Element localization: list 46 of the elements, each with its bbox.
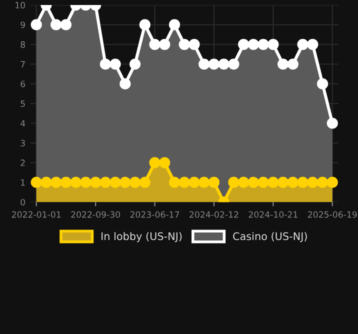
y-tick-label: 7	[20, 61, 25, 68]
point	[277, 58, 289, 70]
y-tick-label: 8	[20, 41, 25, 48]
point	[228, 58, 240, 70]
y-tick-label: 4	[20, 120, 26, 127]
point	[50, 19, 62, 30]
point	[316, 78, 328, 90]
point	[110, 58, 121, 70]
point	[326, 118, 338, 129]
x-tick-label: 2025-06-19	[308, 211, 357, 218]
point	[287, 58, 298, 70]
point	[188, 38, 200, 50]
point	[258, 38, 269, 50]
point	[248, 38, 259, 50]
point	[218, 58, 230, 70]
y-tick-label: 2	[20, 160, 25, 166]
point	[208, 58, 220, 70]
legend-label: Casino (US-NJ)	[233, 232, 307, 242]
x-tick-label: 2023-06-17	[130, 211, 180, 218]
y-tick-label: 9	[20, 22, 25, 28]
point	[268, 38, 279, 50]
point	[297, 38, 308, 50]
x-tick-label: 2022-09-30	[71, 211, 120, 218]
y-tick-label: 10	[16, 2, 25, 8]
legend-label: In lobby (US-NJ)	[102, 232, 182, 242]
point	[178, 38, 190, 50]
y-tick-label: 6	[20, 80, 26, 88]
point	[120, 78, 131, 90]
point	[60, 19, 72, 30]
point	[307, 38, 318, 50]
point	[159, 38, 170, 50]
point	[129, 58, 141, 70]
y-tick-label: 0	[20, 198, 25, 206]
point	[139, 19, 150, 30]
point	[198, 58, 210, 70]
y-tick-label: 3	[20, 140, 25, 146]
point	[149, 38, 160, 50]
point	[30, 19, 42, 30]
x-tick-label: 2022-01-01	[12, 211, 61, 218]
point	[238, 38, 250, 50]
y-tick-label: 5	[20, 100, 25, 107]
x-tick-label: 2024-02-12	[190, 211, 238, 218]
x-tick-label: 2024-10-21	[248, 211, 298, 218]
point	[100, 58, 111, 70]
point	[168, 19, 180, 30]
y-tick-label: 1	[21, 179, 25, 186]
